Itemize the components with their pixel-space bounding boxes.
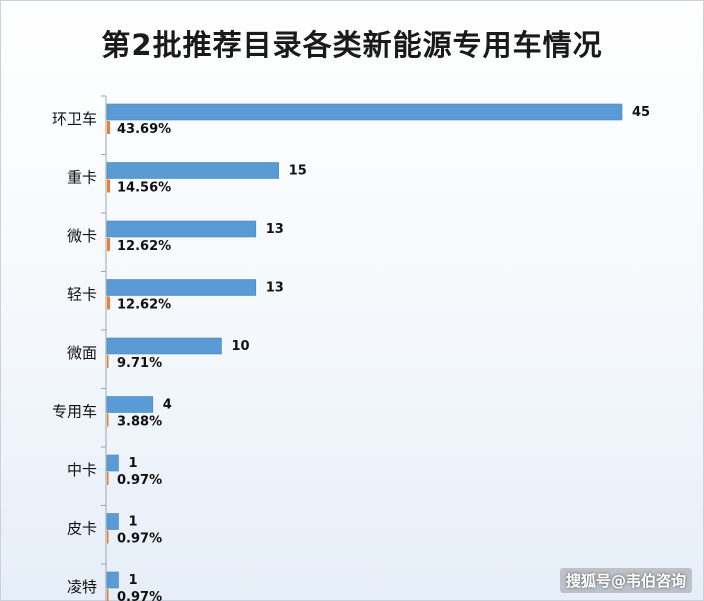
count-bar bbox=[106, 162, 279, 179]
percent-data-label: 0.97% bbox=[117, 473, 162, 488]
percent-data-label: 0.97% bbox=[117, 532, 162, 547]
count-bar bbox=[106, 396, 154, 413]
category-label: 专用车 bbox=[52, 403, 97, 421]
percent-data-label: 3.88% bbox=[117, 415, 162, 430]
count-data-label: 1 bbox=[128, 515, 137, 530]
count-bar bbox=[106, 220, 257, 238]
percent-bar bbox=[107, 530, 109, 544]
percent-data-label: 12.62% bbox=[117, 239, 171, 254]
count-data-label: 1 bbox=[128, 456, 137, 471]
percent-data-label: 0.97% bbox=[117, 590, 162, 601]
category-label: 重卡 bbox=[67, 169, 97, 187]
percent-bar bbox=[107, 472, 109, 485]
watermark: 搜狐号@韦伯咨询 bbox=[559, 568, 692, 593]
count-data-label: 13 bbox=[266, 222, 284, 237]
category-label: 微卡 bbox=[67, 227, 97, 245]
percent-bar bbox=[107, 238, 110, 251]
count-data-label: 10 bbox=[231, 339, 249, 354]
count-bar bbox=[106, 279, 257, 296]
count-bar bbox=[106, 571, 119, 589]
percent-bar bbox=[107, 589, 109, 601]
category-label: 微面 bbox=[67, 344, 97, 362]
count-data-label: 13 bbox=[266, 281, 284, 296]
category-label: 皮卡 bbox=[67, 520, 97, 538]
percent-data-label: 12.62% bbox=[117, 298, 171, 313]
percent-data-label: 43.69% bbox=[117, 122, 171, 137]
count-data-label: 4 bbox=[163, 398, 172, 413]
percent-bar bbox=[107, 296, 110, 310]
count-bar bbox=[106, 103, 623, 121]
percent-data-label: 9.71% bbox=[117, 356, 162, 371]
count-bar bbox=[106, 337, 222, 355]
category-label: 轻卡 bbox=[67, 286, 97, 304]
percent-data-label: 14.56% bbox=[117, 181, 171, 196]
percent-bar bbox=[107, 355, 109, 368]
count-bar bbox=[106, 513, 119, 530]
percent-bar bbox=[107, 179, 110, 193]
category-label: 凌特 bbox=[67, 578, 97, 596]
category-label: 中卡 bbox=[67, 461, 97, 479]
count-data-label: 15 bbox=[289, 164, 307, 179]
percent-bar bbox=[107, 121, 110, 134]
count-data-label: 1 bbox=[128, 573, 137, 588]
percent-bar bbox=[107, 413, 109, 427]
count-data-label: 45 bbox=[632, 105, 650, 120]
count-bar bbox=[106, 454, 119, 472]
chart-title: 第2批推荐目录各类新能源专用车情况 bbox=[101, 28, 603, 62]
category-label: 环卫车 bbox=[52, 110, 97, 128]
